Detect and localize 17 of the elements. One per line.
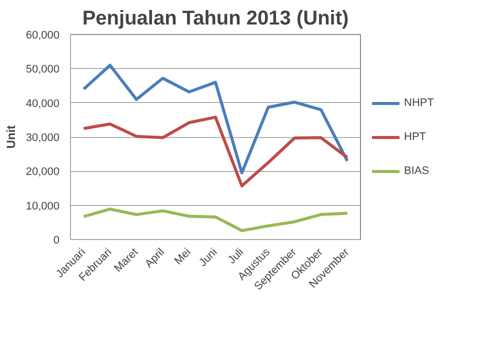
y-tick-label: 10,000	[26, 200, 60, 212]
legend-label: NHPT	[404, 96, 434, 108]
legend-label: BIAS	[404, 164, 430, 176]
y-tick-label: 0	[53, 234, 60, 246]
x-tick-label: Mei	[172, 246, 194, 268]
y-tick-label: 40,000	[26, 98, 60, 110]
x-tick-label: Juni	[196, 246, 220, 270]
line-series	[82, 116, 349, 188]
line-series	[82, 208, 349, 232]
y-tick-label: 20,000	[26, 166, 60, 178]
legend-label: HPT	[404, 130, 426, 142]
y-tick-label: 50,000	[26, 64, 60, 76]
y-tick-label: 60,000	[26, 30, 60, 42]
y-tick-label: 30,000	[26, 132, 60, 144]
chart-title: Penjualan Tahun 2013 (Unit)	[82, 8, 349, 30]
y-axis-title: Unit	[4, 125, 18, 149]
line-series	[82, 64, 349, 174]
